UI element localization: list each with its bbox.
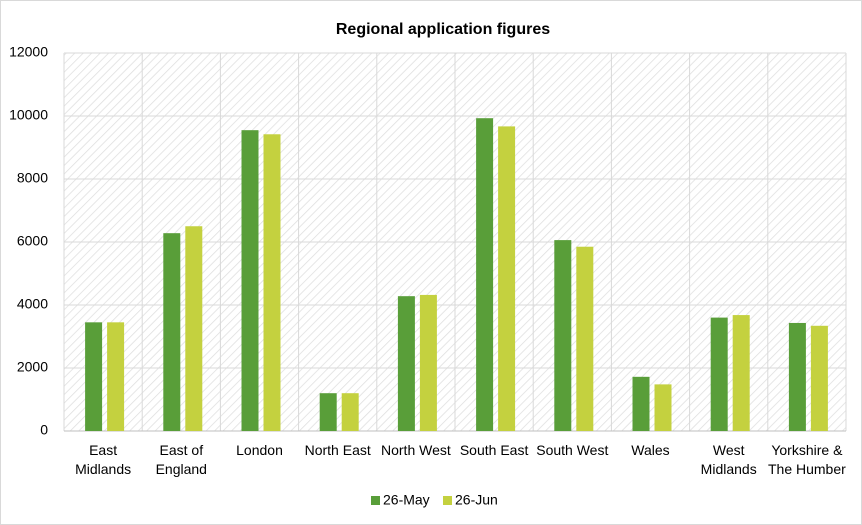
legend-swatch (443, 496, 452, 505)
chart-title: Regional application figures (336, 21, 550, 38)
bar (263, 134, 281, 431)
x-tick-label: North East (304, 442, 371, 458)
y-tick-label: 2000 (17, 359, 48, 375)
legend-swatch (371, 496, 380, 505)
x-tick-label: London (236, 442, 283, 458)
x-tick-label: Wales (631, 442, 670, 458)
bar (810, 325, 828, 431)
bar (710, 317, 728, 431)
bar (576, 246, 594, 431)
bar (185, 226, 203, 431)
bar (788, 322, 806, 431)
x-tick-label: East Midlands (75, 442, 132, 477)
y-tick-label: 10000 (9, 107, 48, 123)
x-tick-label: South West (536, 442, 609, 458)
bar (107, 322, 125, 431)
bar (632, 376, 650, 431)
y-tick-label: 4000 (17, 296, 48, 312)
x-tick-label: Yorkshire & The Humber (767, 442, 846, 477)
bar (419, 294, 437, 431)
bar (241, 130, 259, 432)
x-tick-label: North West (381, 442, 451, 458)
bar (397, 296, 415, 431)
bar (732, 315, 750, 431)
bar (554, 240, 572, 431)
bar (476, 118, 494, 431)
x-tick-label: South East (459, 442, 529, 458)
y-tick-label: 8000 (17, 170, 48, 186)
bar (319, 393, 337, 431)
y-tick-label: 0 (40, 422, 48, 438)
bar (85, 322, 103, 431)
x-tick-label: West Midlands (700, 442, 757, 477)
bar (341, 393, 359, 431)
x-tick-label: East of England (155, 442, 207, 477)
y-tick-label: 12000 (9, 44, 48, 60)
bar (498, 126, 516, 432)
bar (163, 233, 181, 431)
y-tick-label: 6000 (17, 233, 48, 249)
bar (654, 384, 672, 431)
legend-label: 26-Jun (455, 492, 498, 508)
legend-label: 26-May (383, 492, 430, 508)
